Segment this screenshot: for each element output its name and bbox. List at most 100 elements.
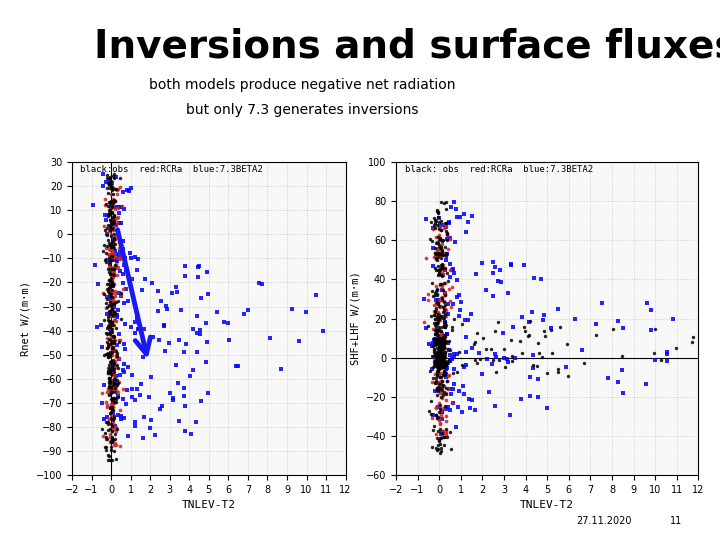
Point [438,367,450,375]
Point [431,348,443,357]
Point [433,346,445,354]
Point [435,351,446,360]
Point [426,312,437,320]
Point [195,396,207,405]
Point [93,279,104,288]
Point [104,328,115,337]
Point [474,354,486,363]
Point [438,318,449,327]
Point [436,407,448,416]
Point [446,355,458,363]
Point [434,418,446,427]
Point [437,250,449,259]
Point [431,327,442,336]
Point [119,340,130,349]
Point [114,254,125,262]
Point [433,380,444,389]
Point [490,368,502,377]
Point [104,215,116,224]
Point [466,343,477,352]
Point [436,352,447,361]
Point [163,339,175,347]
Point [107,172,119,180]
Point [104,241,116,249]
Point [441,359,453,367]
Point [107,368,119,377]
Point [436,340,448,349]
Point [428,345,439,354]
Point [103,377,114,386]
Point [119,254,130,262]
Point [432,362,444,370]
Point [430,349,441,357]
Point [175,305,186,314]
Point [107,294,119,302]
Point [106,262,117,271]
Point [110,455,122,463]
Point [107,215,119,224]
Point [112,341,123,349]
Point [433,364,444,373]
Point [434,434,446,443]
Point [440,305,451,314]
Point [430,329,441,338]
Text: black: obs  red:RCRa  blue:7.3BETA2: black: obs red:RCRa blue:7.3BETA2 [405,165,593,174]
Point [101,280,112,289]
Point [435,270,446,279]
Point [104,336,116,345]
Point [438,322,450,331]
Point [655,356,667,364]
Point [441,330,453,339]
Point [101,177,112,186]
Point [107,435,119,444]
Point [435,420,446,429]
Point [515,394,526,403]
Point [107,201,118,210]
Point [109,308,121,317]
Point [436,379,447,388]
Point [640,380,652,388]
Point [439,360,451,369]
Point [434,361,446,369]
Point [438,429,449,437]
Point [616,366,627,375]
Point [104,382,115,391]
Point [444,428,456,436]
Point [102,385,114,394]
Point [107,383,119,391]
Point [439,370,451,379]
Point [490,401,501,410]
Point [153,335,165,344]
Point [439,278,451,287]
Point [429,248,441,257]
Point [106,433,117,441]
Point [431,247,443,255]
Point [433,350,445,359]
Point [648,349,660,357]
Point [436,244,447,252]
Point [103,255,114,264]
Point [104,296,115,305]
Point [107,309,119,318]
Point [525,373,536,381]
Point [105,249,117,258]
Point [441,230,453,239]
Point [428,311,440,320]
Point [439,356,451,365]
Point [428,335,440,344]
Point [129,396,140,404]
Point [107,220,118,228]
Point [661,356,672,365]
Point [430,296,441,305]
Point [107,218,119,226]
Point [437,427,449,436]
Point [101,329,112,338]
Point [430,239,441,247]
Point [104,290,116,299]
Point [545,323,557,332]
Point [107,435,118,443]
Point [433,363,444,372]
Point [438,440,449,449]
Point [430,289,441,298]
Point [432,370,444,379]
